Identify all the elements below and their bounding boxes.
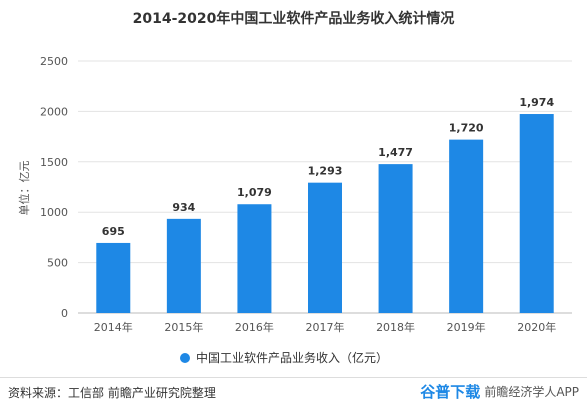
data-label: 1,720	[449, 122, 484, 135]
x-tick-label: 2015年	[164, 320, 203, 334]
data-labels: 695 934 1,079 1,293 1,477 1,720 1,974	[102, 96, 555, 238]
data-label: 695	[102, 225, 125, 238]
divider	[0, 377, 587, 378]
x-tick-label: 2016年	[235, 320, 274, 334]
bar	[237, 204, 272, 313]
bar	[378, 164, 413, 313]
source-note: 资料来源：工信部 前瞻产业研究院整理	[8, 386, 216, 400]
y-tick-label: 2000	[40, 105, 68, 118]
y-axis-ticks: 0 500 1000 1500 2000 2500	[40, 55, 68, 320]
bar	[449, 139, 484, 313]
x-axis-ticks: 2014年 2015年 2016年 2017年 2018年 2019年 2020年	[94, 320, 556, 334]
y-tick-label: 1500	[40, 156, 68, 169]
x-tick-label: 2018年	[376, 320, 415, 334]
x-tick-label: 2017年	[306, 320, 345, 334]
bars	[96, 114, 554, 313]
bar	[519, 114, 554, 313]
bar	[166, 218, 201, 313]
y-axis-label: 单位：亿元	[17, 161, 31, 216]
bar	[96, 242, 131, 313]
legend-swatch	[180, 352, 190, 363]
chart-title: 2014-2020年中国工业软件产品业务收入统计情况	[132, 11, 455, 27]
y-tick-label: 0	[61, 307, 68, 320]
y-tick-label: 2500	[40, 55, 68, 68]
legend: 中国工业软件产品业务收入（亿元）	[180, 349, 388, 366]
data-label: 934	[172, 201, 195, 214]
watermark-site: 前瞻经济学人APP	[484, 385, 579, 399]
y-tick-label: 500	[47, 257, 68, 270]
y-tick-label: 1000	[40, 206, 68, 219]
data-label: 1,974	[519, 96, 554, 109]
data-label: 1,477	[378, 146, 413, 159]
watermark-mark: 谷普下载	[420, 383, 481, 401]
x-tick-label: 2014年	[94, 320, 133, 334]
x-tick-label: 2020年	[517, 320, 556, 334]
bar	[308, 182, 342, 313]
legend-label: 中国工业软件产品业务收入（亿元）	[196, 351, 389, 365]
data-label: 1,079	[237, 186, 272, 199]
watermark-badge: 谷普下载 前瞻经济学人APP	[420, 381, 579, 402]
x-tick-label: 2019年	[447, 320, 486, 334]
data-label: 1,293	[308, 165, 343, 178]
